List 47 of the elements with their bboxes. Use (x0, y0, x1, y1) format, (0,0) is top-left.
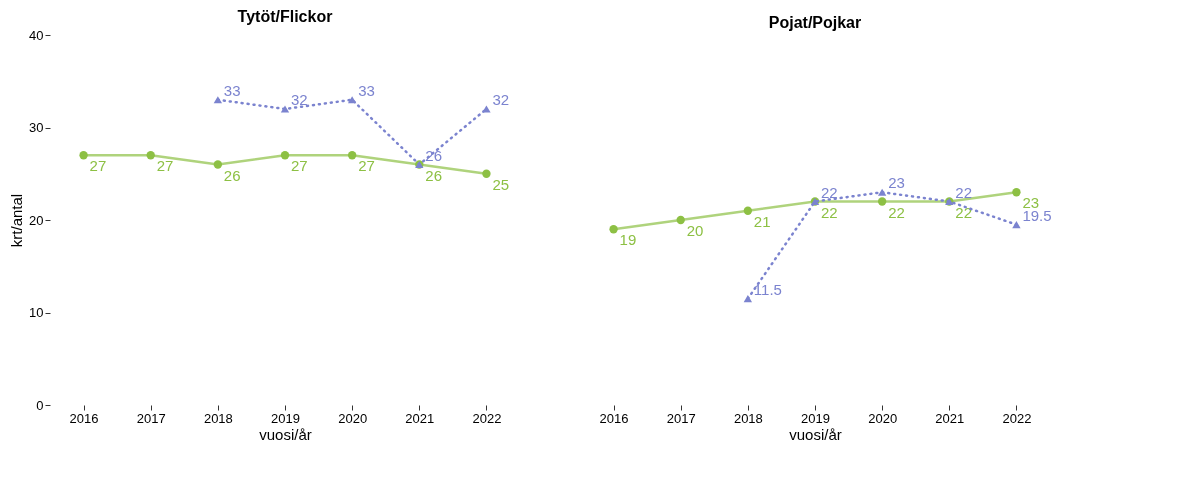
data-label: 23 (888, 174, 905, 192)
data-label: 33 (358, 81, 375, 99)
x-tick-label: 2019 (271, 410, 300, 426)
x-tick-label: 2018 (203, 410, 233, 426)
x-tick-label: 2020 (868, 410, 898, 426)
data-label: 20 (686, 222, 704, 239)
x-tick-label: 2017 (666, 410, 696, 426)
data-label: 26 (425, 166, 442, 184)
x-tick-label: 2016 (69, 410, 99, 426)
y-tick-label: 0 (36, 397, 44, 413)
data-label: 11.5 (753, 280, 782, 298)
data-label: 27 (156, 157, 174, 175)
data-label: 27 (358, 157, 375, 175)
x-tick-label: 2022 (1002, 410, 1032, 426)
x-axis-title: vuosi/år (259, 425, 312, 443)
data-label: 26 (223, 166, 241, 184)
chart-title: Tytöt/Flickor (237, 8, 333, 25)
data-label: 19 (619, 231, 637, 249)
y-axis-title: krt/antal (8, 193, 26, 248)
data-label: 23 (1022, 194, 1040, 212)
data-label: 22 (821, 183, 838, 201)
x-tick-label: 2021 (935, 410, 965, 426)
x-tick-label: 2018 (733, 410, 763, 426)
data-label: 26 (425, 146, 442, 164)
data-label: 32 (492, 91, 510, 108)
data-label: 27 (291, 157, 308, 175)
x-tick-label: 2017 (136, 410, 166, 426)
x-tick-label: 2016 (599, 410, 629, 426)
data-label: 25 (492, 175, 510, 193)
x-tick-label: 2021 (405, 410, 435, 426)
y-tick-label: 30 (29, 120, 44, 135)
data-label: 33 (223, 81, 241, 99)
y-tick-label: 10 (29, 305, 44, 320)
data-label: 22 (821, 203, 838, 221)
x-tick-label: 2020 (338, 410, 368, 426)
x-tick-label: 2019 (801, 410, 830, 426)
chart-title: Pojat/Pojkar (768, 14, 862, 31)
data-label: 22 (955, 183, 972, 201)
x-tick-label: 2022 (472, 410, 502, 426)
x-axis-title: vuosi/år (789, 425, 842, 443)
y-tick-label: 40 (29, 27, 44, 43)
data-label: 22 (955, 203, 972, 221)
data-label: 21 (753, 212, 771, 230)
data-label: 22 (888, 203, 905, 221)
data-label: 32 (291, 91, 308, 108)
y-tick-label: 20 (29, 212, 44, 228)
data-label: 27 (89, 157, 107, 175)
